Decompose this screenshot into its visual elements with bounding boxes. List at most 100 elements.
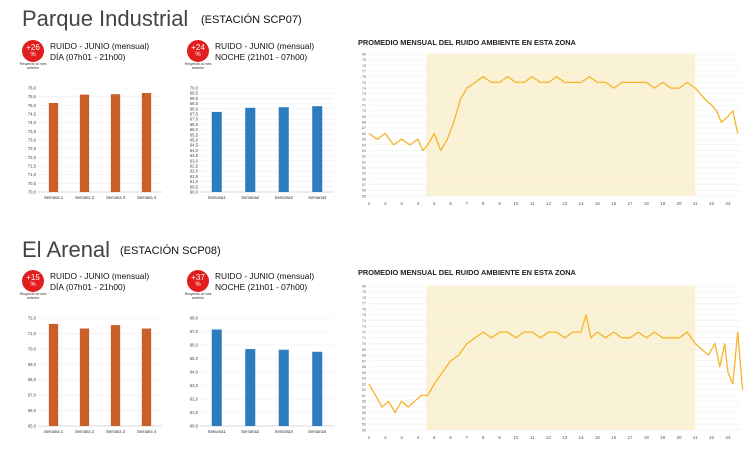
- y-tick-label: 80: [362, 52, 366, 56]
- y-tick-label: 68,5: [190, 101, 199, 106]
- x-tick-label: 20: [677, 435, 682, 440]
- panel-title: RUIDO - JUNIO (mensual): [215, 41, 315, 51]
- y-tick-label: 64: [362, 143, 366, 147]
- bar: [245, 107, 256, 192]
- y-tick-label: 77: [362, 302, 366, 306]
- x-tick-label: 21: [693, 435, 698, 440]
- y-tick-label: 66,0: [190, 127, 199, 132]
- y-tick-label: 69: [362, 348, 366, 352]
- y-tick-label: 75,5: [28, 94, 37, 99]
- bar: [48, 103, 59, 192]
- y-tick-label: 76: [362, 307, 366, 311]
- y-tick-label: 71: [362, 104, 366, 108]
- zone-title: Parque Industrial: [22, 6, 189, 31]
- x-tick-label: 5: [433, 435, 436, 440]
- night-panel-header: RUIDO - JUNIO (mensual) NOCHE (21h01 - 07…: [215, 271, 314, 292]
- bar: [48, 323, 59, 426]
- x-tick-label: 10: [513, 435, 518, 440]
- x-tick-label: Semana1: [208, 195, 227, 200]
- x-tick-label: 4: [417, 435, 420, 440]
- x-tick-label: Semana 4: [137, 429, 157, 434]
- bar: [211, 329, 222, 426]
- y-tick-label: 71,5: [28, 164, 37, 169]
- y-tick-label: 72: [362, 98, 366, 102]
- y-tick-label: 66,0: [28, 408, 37, 413]
- monthly-noise-line-chart: 5556575859606162636465666768697071727374…: [362, 284, 744, 440]
- y-tick-label: 67,0: [190, 117, 199, 122]
- y-tick-label: 68,0: [190, 106, 199, 111]
- panel-title: RUIDO - JUNIO (mensual): [50, 271, 150, 281]
- change-badge-day: +26%: [22, 40, 44, 62]
- x-tick-label: 2: [384, 201, 387, 206]
- x-tick-label: 18: [644, 435, 649, 440]
- y-tick-label: 57: [362, 417, 366, 421]
- panel-subtitle: NOCHE (21h01 - 07h00): [215, 51, 308, 62]
- badge-value: +26: [26, 43, 40, 52]
- line-chart-title: PROMEDIO MENSUAL DEL RUIDO AMBIENTE EN E…: [358, 38, 576, 47]
- x-tick-label: Semana 4: [137, 195, 157, 200]
- badge-caption: Respecto al mes anterior: [19, 62, 47, 70]
- y-tick-label: 67: [362, 359, 366, 363]
- y-tick-label: 65,0: [190, 356, 199, 361]
- y-tick-label: 75,0: [28, 103, 37, 108]
- zone-station: (ESTACIÓN SCP07): [201, 14, 302, 26]
- x-tick-label: 23: [726, 201, 731, 206]
- y-tick-label: 79: [362, 290, 366, 294]
- x-tick-label: Semana 3: [106, 429, 126, 434]
- y-tick-label: 69,0: [28, 362, 37, 367]
- y-tick-label: 70,0: [190, 86, 199, 91]
- y-tick-label: 71: [362, 336, 366, 340]
- y-tick-label: 73,5: [28, 129, 37, 134]
- y-tick-label: 65: [362, 138, 366, 142]
- x-tick-label: Semana 3: [106, 195, 126, 200]
- y-tick-label: 72,0: [28, 155, 37, 160]
- y-tick-label: 68: [362, 354, 366, 358]
- day-panel-header: RUIDO - JUNIO (mensual) DÍA (07h01 - 21h0…: [50, 271, 149, 292]
- y-tick-label: 63: [362, 382, 366, 386]
- y-tick-label: 61,0: [190, 410, 199, 415]
- y-tick-label: 78: [362, 296, 366, 300]
- badge-unit: %: [195, 52, 201, 58]
- y-tick-label: 73: [362, 92, 366, 96]
- day-bar-chart: 76,0 75,5 75,0 74,5 74,0 73,5 73,0 72,5 72,0 71,5…: [28, 86, 162, 200]
- panel-subtitle: DÍA (07h01 - 21h00): [50, 51, 126, 62]
- badge-unit: %: [30, 282, 36, 288]
- y-tick-label: 60: [362, 166, 366, 170]
- x-tick-label: 6: [449, 201, 452, 206]
- y-tick-label: 68,0: [28, 377, 37, 382]
- x-tick-label: 19: [660, 435, 665, 440]
- bar: [110, 94, 121, 192]
- badge-value: +37: [191, 273, 205, 282]
- x-tick-label: 19: [660, 201, 665, 206]
- x-tick-label: 15: [595, 201, 600, 206]
- badge-caption: Respecto al mes anterior: [184, 62, 212, 70]
- y-tick-label: 64: [362, 377, 366, 381]
- x-tick-label: Semana2: [241, 195, 260, 200]
- x-tick-label: 22: [709, 201, 714, 206]
- y-tick-label: 63: [362, 149, 366, 153]
- y-tick-label: 63,0: [190, 383, 199, 388]
- y-tick-label: 67: [362, 126, 366, 130]
- night-bar-chart: 70,069,569,068,568,067,567,066,566,065,5…: [190, 86, 334, 200]
- y-tick-label: 75: [362, 81, 366, 85]
- night-bar-chart: 68,0 67,0 66,0 65,0 64,0 63,0 62,0 61,0 60,0 Sema…: [190, 316, 334, 434]
- night-panel-header: RUIDO - JUNIO (mensual) NOCHE (21h01 - 07…: [215, 41, 314, 62]
- y-tick-label: 62,5: [190, 164, 199, 169]
- y-tick-label: 59: [362, 172, 366, 176]
- x-tick-label: 17: [628, 201, 633, 206]
- y-tick-label: 68,0: [190, 316, 199, 321]
- y-tick-label: 74: [362, 319, 366, 323]
- panel-title: RUIDO - JUNIO (mensual): [215, 271, 315, 281]
- x-tick-label: 15: [595, 435, 600, 440]
- x-tick-label: 18: [644, 201, 649, 206]
- y-tick-label: 72: [362, 330, 366, 334]
- x-tick-label: 4: [417, 201, 420, 206]
- y-tick-label: 73,0: [28, 138, 37, 143]
- x-tick-label: 8: [482, 201, 485, 206]
- daytime-band: [426, 286, 696, 430]
- y-tick-label: 61,5: [190, 174, 199, 179]
- y-tick-label: 78: [362, 64, 366, 68]
- x-tick-label: 7: [466, 435, 469, 440]
- bar: [278, 349, 289, 426]
- x-tick-label: 17: [628, 435, 633, 440]
